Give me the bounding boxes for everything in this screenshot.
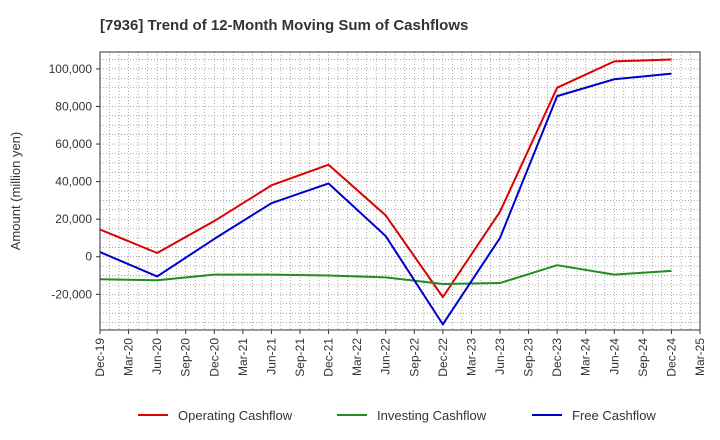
x-tick-label: Sep-20: [179, 338, 193, 377]
x-tick-label: Sep-22: [407, 338, 421, 377]
y-tick-label: 0: [85, 250, 92, 264]
legend-label: Free Cashflow: [572, 408, 656, 423]
series-line-investing-cashflow: [99, 264, 672, 285]
chart-title: [7936] Trend of 12-Month Moving Sum of C…: [100, 17, 468, 34]
x-tick-label: Jun-21: [264, 338, 278, 375]
y-tick-label: 80,000: [55, 99, 92, 113]
y-tick-label: 60,000: [55, 137, 92, 151]
y-tick-label: 40,000: [55, 175, 92, 189]
x-tick-label: Mar-21: [236, 338, 250, 376]
grid-lines: [100, 52, 700, 330]
x-tick-label: Dec-24: [664, 338, 678, 377]
x-tick-label: Jun-22: [379, 338, 393, 375]
y-tick-label: 100,000: [49, 62, 93, 76]
legend: Operating Cashflow Investing Cashflow Free…: [138, 408, 656, 423]
x-tick-label: Dec-23: [550, 338, 564, 377]
x-tick-label: Mar-25: [693, 338, 707, 376]
x-tick-label: Jun-23: [493, 338, 507, 375]
legend-label: Investing Cashflow: [377, 408, 487, 423]
x-tick-label: Jun-20: [150, 338, 164, 375]
x-tick-label: Mar-23: [464, 338, 478, 376]
y-axis-ticks: -20,000 0 20,000 40,000 60,000 80,000 100,000: [49, 62, 100, 301]
x-tick-label: Sep-21: [293, 338, 307, 377]
y-tick-label: 20,000: [55, 212, 92, 226]
y-tick-label: -20,000: [51, 287, 92, 301]
legend-label: Operating Cashflow: [178, 408, 293, 423]
x-axis-ticks: Dec-19 Mar-20 Jun-20 Sep-20 Dec-20 Mar-21 Jun-…: [93, 330, 707, 377]
x-tick-label: Mar-24: [579, 338, 593, 376]
x-tick-label: Dec-19: [93, 338, 107, 377]
series-line-operating-cashflow: [99, 58, 672, 299]
x-tick-label: Dec-22: [436, 338, 450, 377]
series-lines: [99, 58, 672, 326]
plot-frame: [99, 51, 701, 331]
series-line-free-cashflow: [99, 72, 672, 326]
x-tick-label: Sep-23: [522, 338, 536, 377]
x-tick-label: Sep-24: [636, 338, 650, 377]
x-tick-label: Mar-22: [350, 338, 364, 376]
x-tick-label: Dec-21: [322, 338, 336, 377]
x-tick-label: Dec-20: [207, 338, 221, 377]
plot-border: [99, 51, 701, 331]
x-tick-label: Mar-20: [122, 338, 136, 376]
x-tick-label: Jun-24: [607, 338, 621, 375]
y-axis-label: Amount (million yen): [8, 132, 23, 251]
